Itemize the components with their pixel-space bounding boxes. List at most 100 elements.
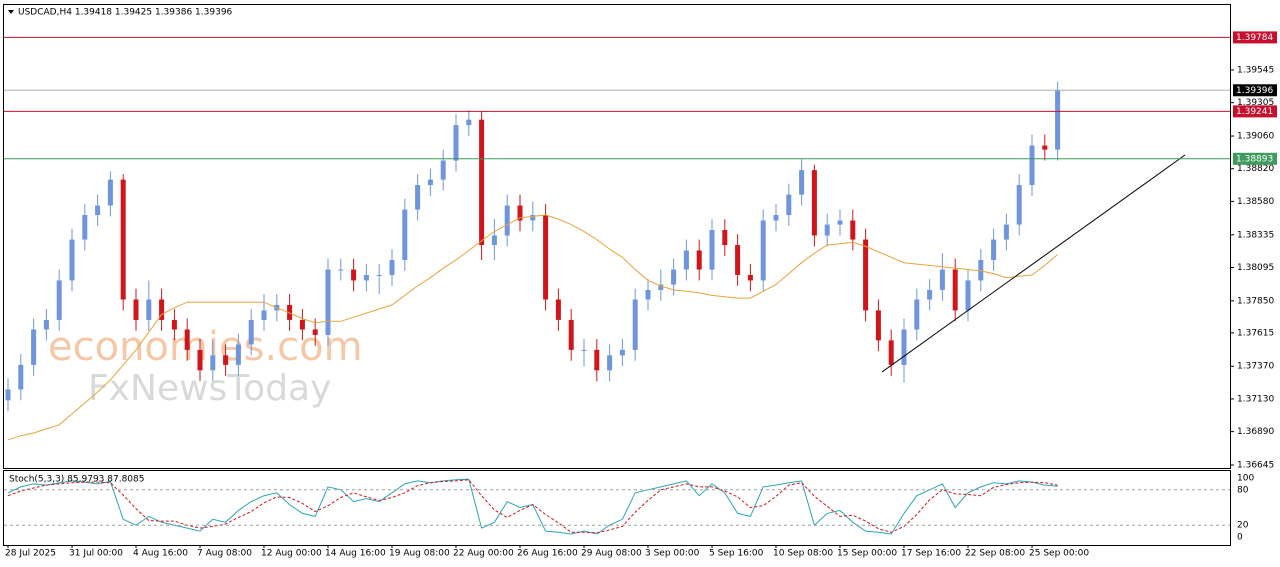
candle-body	[658, 284, 664, 290]
candle-body	[914, 299, 920, 330]
y-tick-label: 1.36645	[1237, 461, 1274, 471]
y-tick-label: 1.38820	[1237, 164, 1274, 174]
candle-body	[43, 319, 49, 330]
candle-body	[491, 235, 497, 246]
candle-body	[1003, 224, 1009, 240]
candle-body	[619, 349, 625, 356]
candle-body	[696, 250, 702, 270]
x-tick-label: 22 Sep 08:00	[965, 549, 1025, 559]
candle-body	[965, 280, 971, 311]
level-label: 1.39396	[1236, 86, 1273, 96]
candle-body	[735, 245, 741, 275]
candle-body	[773, 215, 779, 221]
candle-body	[235, 344, 241, 365]
candle-body	[939, 269, 945, 290]
moving-average	[7, 214, 1058, 441]
candle-body	[504, 205, 510, 236]
chart-title: USDCAD,H4 1.39418 1.39425 1.39386 1.3939…	[18, 8, 233, 18]
candle-body	[479, 119, 485, 246]
candle-body	[56, 280, 62, 320]
y-tick-label: 1.37130	[1237, 394, 1274, 404]
stoch-tick-label: 80	[1237, 485, 1249, 495]
candle-body	[31, 329, 37, 365]
candle-body	[159, 299, 165, 320]
candle-body	[325, 269, 331, 335]
level-label-bg	[1233, 84, 1277, 97]
candle-body	[1055, 89, 1061, 150]
candle-body	[351, 269, 357, 281]
x-tick-label: 22 Aug 00:00	[453, 549, 514, 559]
y-tick-label: 1.39545	[1237, 65, 1274, 75]
candle-body	[338, 269, 344, 271]
x-tick-label: 4 Aug 16:00	[133, 549, 188, 559]
watermark: economies.com	[48, 324, 363, 370]
x-tick-label: 14 Aug 16:00	[325, 549, 386, 559]
candle-body	[837, 220, 843, 225]
candle-body	[402, 209, 408, 260]
x-tick-label: 12 Aug 00:00	[261, 549, 322, 559]
candle-body	[683, 250, 689, 270]
stoch-panel	[3, 470, 1231, 546]
level-label: 1.38893	[1236, 154, 1273, 164]
candle-body	[543, 215, 549, 300]
stoch-d	[7, 479, 1058, 534]
x-tick-label: 31 Jul 00:00	[69, 549, 123, 559]
candle-body	[363, 274, 369, 281]
x-tick-label: 26 Aug 16:00	[517, 549, 578, 559]
candle-body	[440, 160, 446, 180]
candle-body	[786, 194, 792, 216]
candle-body	[248, 319, 254, 345]
candle-body	[581, 349, 587, 351]
candle-body	[453, 125, 459, 161]
marks	[5, 81, 1061, 535]
x-tick-label: 15 Sep 00:00	[837, 549, 897, 559]
candle-body	[1016, 185, 1022, 225]
candle-body	[901, 329, 907, 365]
watermark: FxNewsToday	[88, 368, 331, 409]
candle-body	[888, 340, 894, 365]
candle-body	[875, 310, 881, 341]
x-tick-label: 3 Sep 00:00	[645, 549, 700, 559]
y-tick-label: 1.39305	[1237, 98, 1274, 108]
y-tick-label: 1.39060	[1237, 132, 1274, 142]
trend-line	[881, 154, 1186, 373]
x-tick-label: 29 Aug 08:00	[581, 549, 642, 559]
candle-body	[607, 355, 613, 371]
candle-body	[1029, 145, 1035, 186]
candle-body	[107, 179, 113, 206]
y-tick-label: 1.37615	[1237, 328, 1274, 338]
candle-body	[466, 119, 472, 126]
candle-body	[376, 274, 382, 276]
y-tick-label: 1.38335	[1237, 230, 1274, 240]
candle-body	[223, 355, 229, 365]
candle-body	[555, 299, 561, 320]
candle-body	[95, 205, 101, 216]
candle-body	[146, 299, 152, 320]
level-label-bg	[1233, 105, 1277, 118]
candle-body	[978, 259, 984, 281]
candle-body	[927, 289, 933, 300]
candle-body	[811, 170, 817, 236]
candle-body	[171, 319, 177, 330]
candle-body	[69, 239, 75, 281]
x-tick-label: 19 Aug 08:00	[389, 549, 450, 559]
candle-body	[799, 170, 805, 195]
candle-body	[1042, 145, 1048, 150]
candle-body	[632, 299, 638, 350]
y-tick-label: 1.37370	[1237, 362, 1274, 372]
x-tick-label: 5 Sep 16:00	[709, 549, 764, 559]
candle-body	[863, 239, 869, 311]
candle-body	[82, 215, 88, 240]
candle-body	[991, 239, 997, 260]
candle-body	[760, 220, 766, 281]
candle-body	[645, 289, 651, 300]
y-tick-label: 1.36890	[1237, 427, 1274, 437]
candle-body	[530, 215, 536, 221]
candle-body	[261, 310, 267, 320]
candle-body	[427, 179, 433, 186]
candle-body	[287, 304, 293, 320]
candle-body	[722, 230, 728, 246]
level-label-bg	[1233, 31, 1277, 44]
